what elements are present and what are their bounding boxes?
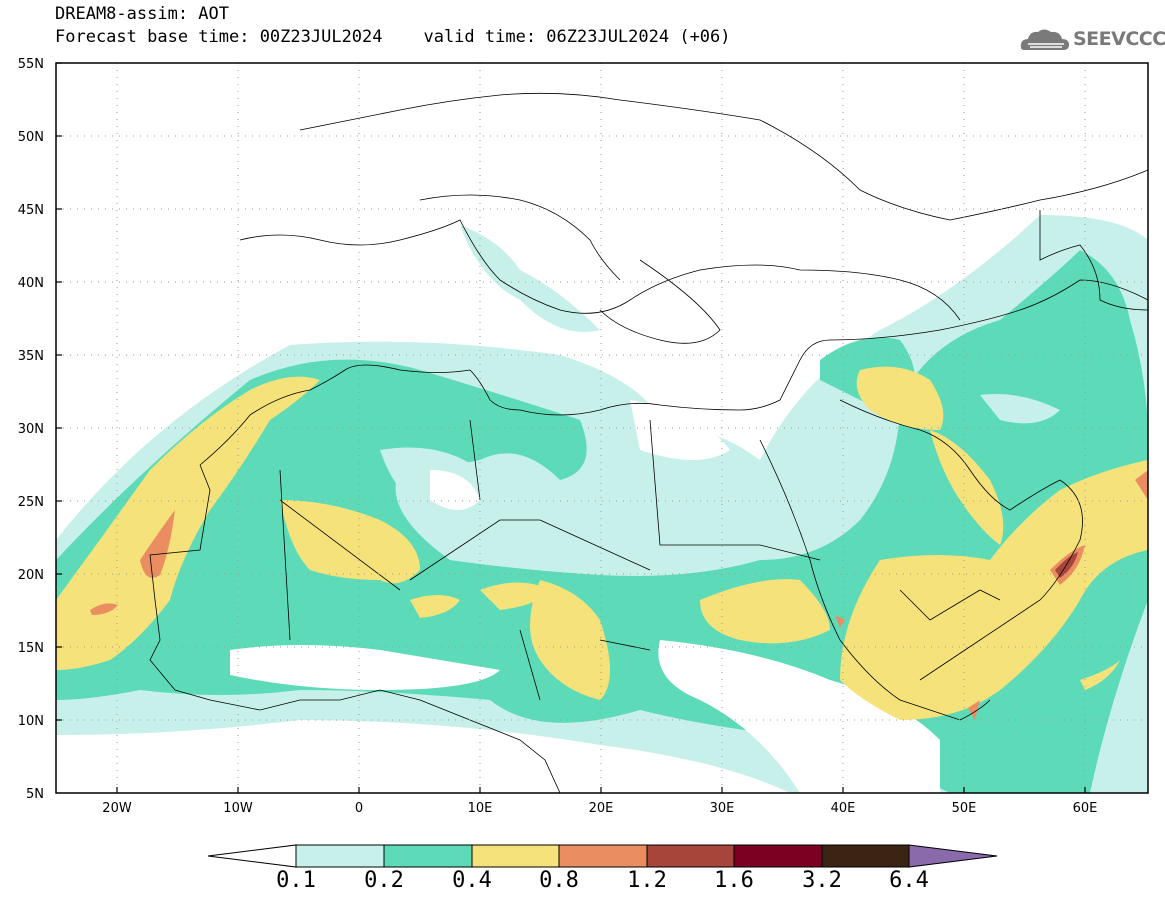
lat-label: 25N <box>18 495 44 510</box>
colorbar-cell <box>471 844 560 868</box>
lat-label: 5N <box>26 787 44 802</box>
lat-label: 20N <box>18 568 44 583</box>
lon-label: 10E <box>468 801 493 816</box>
lat-label: 45N <box>18 203 44 218</box>
lat-label: 35N <box>18 349 44 364</box>
colorbar-label: 1.6 <box>714 868 754 893</box>
colorbar-label: 3.2 <box>802 868 842 893</box>
forecast-base-time: Forecast base time: 00Z23JUL2024 <box>55 27 383 47</box>
colorbar-cell <box>207 844 297 868</box>
colorbar-cell <box>558 844 648 868</box>
lon-label: 0 <box>355 801 363 816</box>
colorbar-cell <box>821 844 910 868</box>
valid-time: valid time: 06Z23JUL2024 (+06) <box>423 27 731 47</box>
latitude-labels: 55N 50N 45N 40N 35N 30N 25N 20N 15N 10N … <box>18 57 44 802</box>
colorbar-cell <box>908 844 998 868</box>
lon-label: 20E <box>589 801 614 816</box>
lat-label: 15N <box>18 641 44 656</box>
colorbar-label: 0.8 <box>539 868 579 893</box>
colorbar-label: 0.4 <box>452 868 492 893</box>
colorbar-label: 0.1 <box>276 868 316 893</box>
colorbar <box>207 844 998 868</box>
lon-label: 40E <box>831 801 856 816</box>
cloud-icon <box>1020 29 1069 50</box>
lat-label: 10N <box>18 714 44 729</box>
longitude-labels: 20W 10W 0 10E 20E 30E 40E 50E 60E <box>102 801 1097 816</box>
lat-label: 55N <box>18 57 44 72</box>
lat-label: 40N <box>18 276 44 291</box>
lat-label: 50N <box>18 130 44 145</box>
lon-label: 20W <box>102 801 132 816</box>
coastlines <box>149 92 1148 793</box>
lon-label: 50E <box>952 801 977 816</box>
colorbar-label: 0.2 <box>364 868 404 893</box>
map-title: DREAM8-assim: AOT <box>55 4 229 24</box>
lon-label: 30E <box>710 801 735 816</box>
colorbar-label: 6.4 <box>889 868 929 893</box>
lat-label: 30N <box>18 422 44 437</box>
colorbar-cell <box>295 844 385 868</box>
logo-text: SEEVCCC <box>1073 28 1165 50</box>
colorbar-cell <box>733 844 823 868</box>
colorbar-cell <box>646 844 735 868</box>
lon-label: 10W <box>223 801 253 816</box>
graticule <box>56 63 1148 793</box>
ticks <box>56 62 1086 793</box>
colorbar-cell <box>383 844 473 868</box>
colorbar-label: 1.2 <box>627 868 667 893</box>
lon-label: 60E <box>1073 801 1098 816</box>
time-info: Forecast base time: 00Z23JUL2024 valid t… <box>55 27 731 47</box>
